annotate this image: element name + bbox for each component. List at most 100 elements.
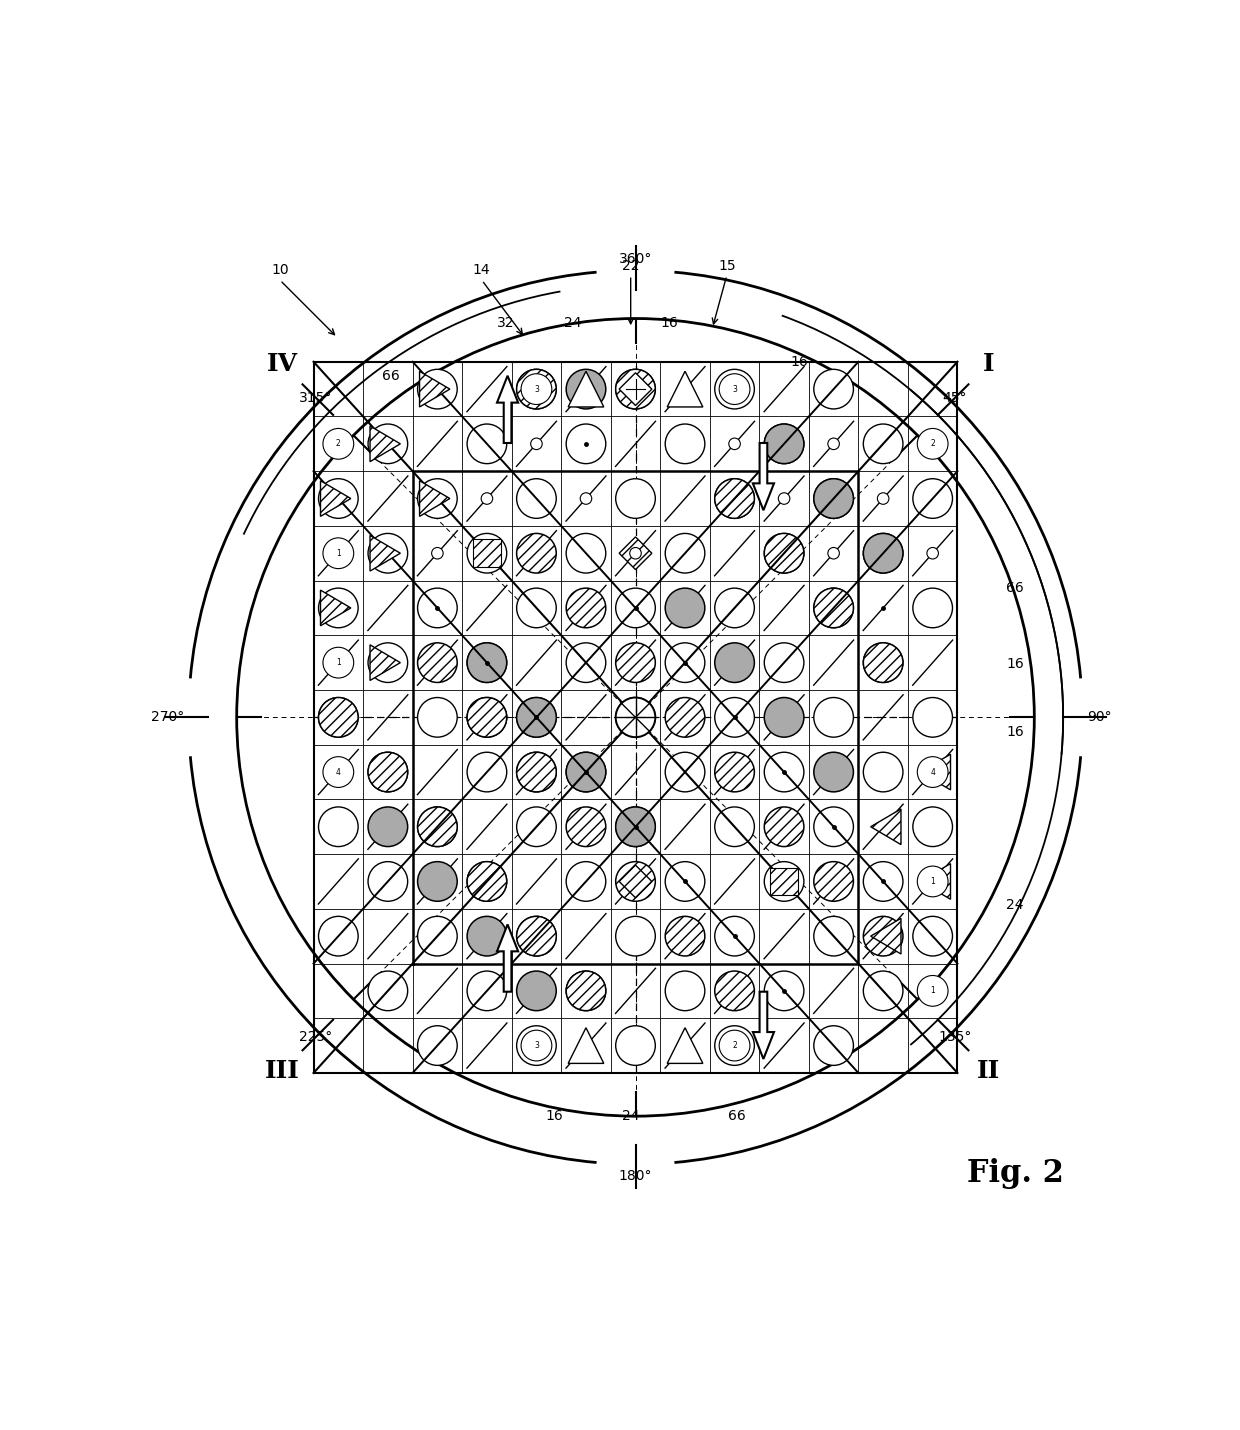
Circle shape	[863, 862, 903, 901]
Circle shape	[517, 752, 557, 792]
Circle shape	[368, 862, 408, 901]
Polygon shape	[619, 373, 652, 406]
FancyArrow shape	[497, 924, 518, 991]
Circle shape	[665, 917, 704, 957]
Text: 2: 2	[732, 1041, 737, 1050]
Text: 45°: 45°	[942, 390, 967, 405]
Circle shape	[828, 548, 839, 559]
Circle shape	[517, 917, 557, 957]
Circle shape	[928, 548, 939, 559]
Polygon shape	[419, 372, 450, 408]
Circle shape	[432, 548, 443, 559]
Circle shape	[616, 588, 655, 628]
Circle shape	[467, 533, 507, 573]
Circle shape	[813, 479, 853, 518]
Circle shape	[418, 807, 458, 847]
Polygon shape	[419, 480, 450, 516]
Circle shape	[714, 698, 754, 736]
Polygon shape	[667, 372, 703, 408]
Text: 66: 66	[728, 1110, 745, 1123]
Circle shape	[665, 971, 704, 1011]
Circle shape	[764, 425, 804, 463]
Polygon shape	[370, 426, 401, 462]
Circle shape	[764, 971, 804, 1011]
Circle shape	[719, 373, 750, 405]
Circle shape	[567, 425, 606, 463]
Text: 66: 66	[382, 369, 399, 383]
Circle shape	[319, 479, 358, 518]
Circle shape	[813, 588, 853, 628]
Text: 10: 10	[272, 263, 289, 277]
Circle shape	[517, 479, 557, 518]
Circle shape	[863, 425, 903, 463]
Circle shape	[467, 644, 507, 682]
Circle shape	[319, 698, 358, 736]
Circle shape	[764, 862, 804, 901]
Polygon shape	[568, 1028, 604, 1064]
Circle shape	[616, 807, 655, 847]
Circle shape	[580, 493, 591, 505]
Bar	[472, 539, 501, 568]
Circle shape	[467, 698, 507, 736]
Circle shape	[517, 369, 557, 409]
Circle shape	[616, 369, 655, 409]
Polygon shape	[870, 809, 901, 845]
Circle shape	[764, 752, 804, 792]
FancyArrow shape	[753, 443, 774, 511]
Text: 1: 1	[336, 658, 341, 668]
Circle shape	[616, 1025, 655, 1065]
Circle shape	[467, 971, 507, 1011]
Circle shape	[521, 373, 552, 405]
Text: 1: 1	[930, 987, 935, 995]
Circle shape	[813, 917, 853, 957]
Text: 1: 1	[930, 877, 935, 887]
Circle shape	[616, 369, 655, 409]
FancyArrow shape	[753, 991, 774, 1060]
Circle shape	[567, 971, 606, 1011]
Text: 24: 24	[622, 1110, 640, 1123]
Circle shape	[418, 644, 458, 682]
Circle shape	[665, 698, 704, 736]
Bar	[770, 868, 799, 895]
Circle shape	[714, 588, 754, 628]
Text: 16: 16	[790, 355, 807, 369]
Polygon shape	[370, 645, 401, 681]
Circle shape	[418, 807, 458, 847]
Circle shape	[567, 369, 606, 409]
Text: III: III	[264, 1058, 300, 1083]
Circle shape	[467, 917, 507, 957]
Circle shape	[813, 752, 853, 792]
Circle shape	[322, 756, 353, 788]
Circle shape	[322, 648, 353, 678]
Circle shape	[665, 644, 704, 682]
Polygon shape	[619, 536, 652, 569]
Circle shape	[863, 971, 903, 1011]
Circle shape	[319, 698, 358, 736]
Circle shape	[714, 644, 754, 682]
Text: 4: 4	[336, 768, 341, 776]
Circle shape	[714, 807, 754, 847]
Circle shape	[665, 588, 704, 628]
Circle shape	[913, 479, 952, 518]
Circle shape	[813, 369, 853, 409]
Text: 2: 2	[930, 439, 935, 449]
Text: 24: 24	[564, 316, 582, 330]
Text: 16: 16	[660, 316, 678, 330]
Circle shape	[567, 588, 606, 628]
Text: 90°: 90°	[1087, 711, 1112, 725]
Circle shape	[918, 756, 949, 788]
Circle shape	[918, 429, 949, 459]
Circle shape	[418, 369, 458, 409]
Circle shape	[517, 698, 557, 736]
Circle shape	[517, 588, 557, 628]
Circle shape	[517, 971, 557, 1011]
Circle shape	[616, 698, 655, 736]
Text: 1: 1	[336, 549, 341, 558]
Circle shape	[813, 807, 853, 847]
Text: 3: 3	[534, 1041, 539, 1050]
Circle shape	[813, 862, 853, 901]
Circle shape	[616, 644, 655, 682]
Circle shape	[764, 698, 804, 736]
Circle shape	[368, 752, 408, 792]
Circle shape	[368, 425, 408, 463]
